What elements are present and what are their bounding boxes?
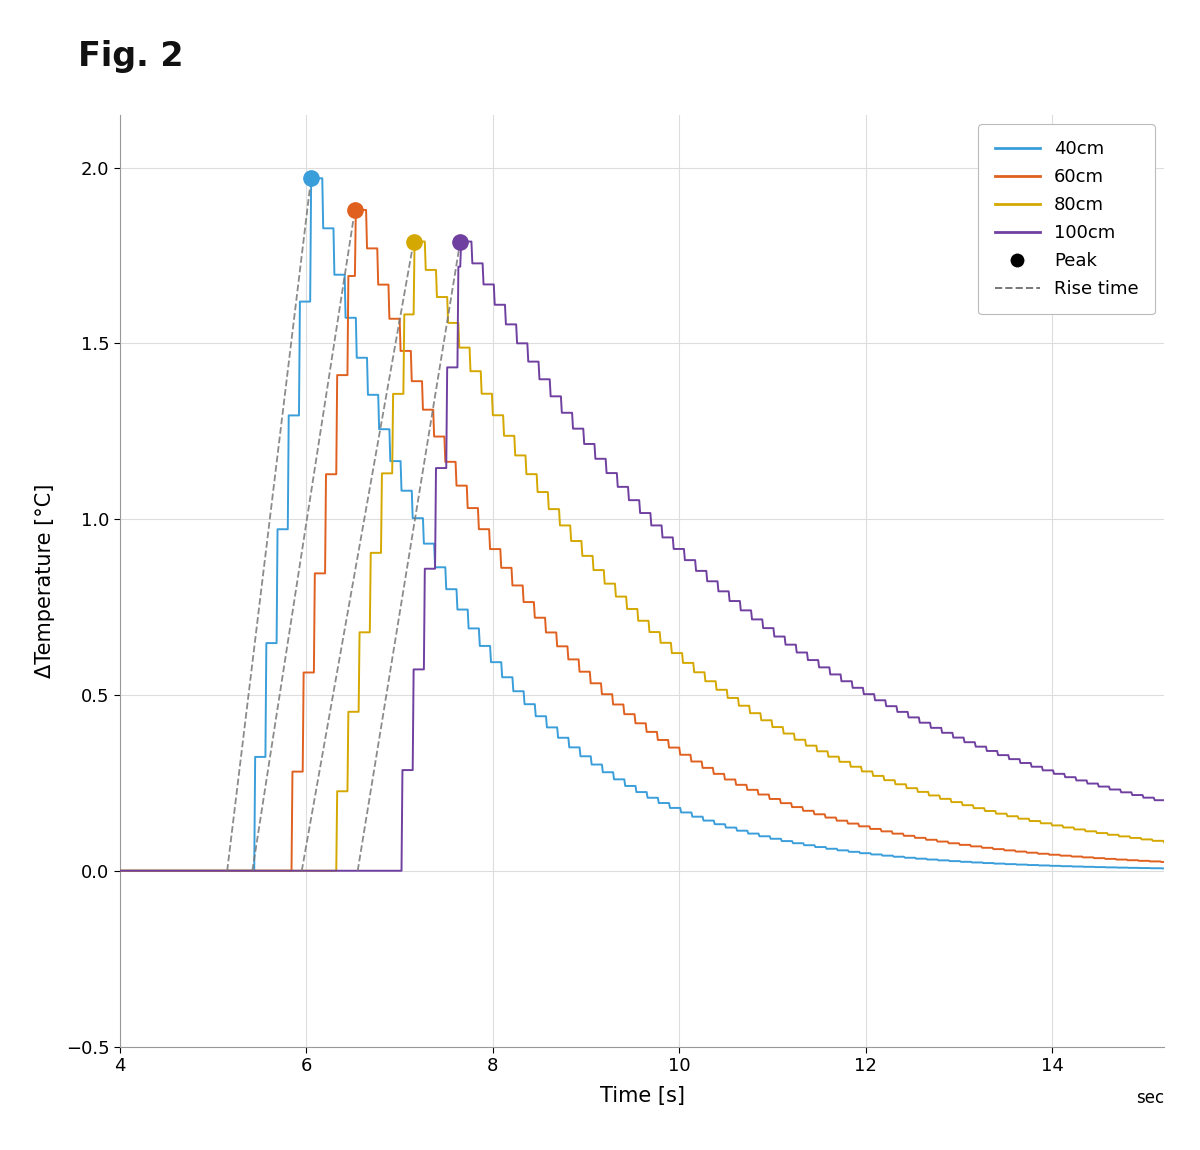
Y-axis label: ΔTemperature [°C]: ΔTemperature [°C]	[35, 483, 55, 678]
Text: Fig. 2: Fig. 2	[78, 40, 184, 74]
Text: sec: sec	[1136, 1089, 1164, 1106]
Legend: 40cm, 60cm, 80cm, 100cm, Peak, Rise time: 40cm, 60cm, 80cm, 100cm, Peak, Rise time	[978, 124, 1154, 314]
X-axis label: Time [s]: Time [s]	[600, 1086, 684, 1106]
